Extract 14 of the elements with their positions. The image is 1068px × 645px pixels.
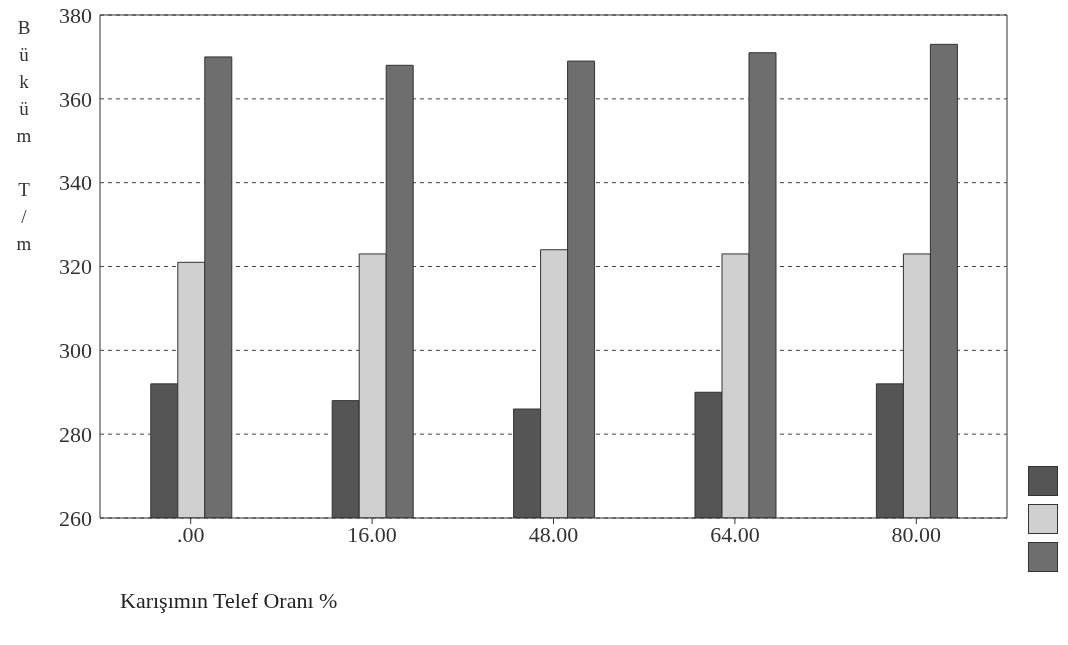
y-tick-label: 360 xyxy=(59,86,92,112)
y-tick-label: 280 xyxy=(59,421,92,447)
y-tick-label: 340 xyxy=(59,170,92,196)
x-tick-label: 80.00 xyxy=(891,521,942,547)
y-tick-label: 260 xyxy=(59,505,92,531)
x-tick-label: .00 xyxy=(176,521,205,547)
y-tick-label: 380 xyxy=(59,2,92,28)
x-tick-label: 48.00 xyxy=(528,521,579,547)
y-tick-label: 300 xyxy=(59,338,92,364)
text: Büküm T/m xyxy=(16,17,32,254)
x-tick-label: 16.00 xyxy=(347,521,397,547)
y-tick-label: 320 xyxy=(59,254,92,280)
x-tick-label: 64.00 xyxy=(710,521,760,547)
x-axis-title: Karışımın Telef Oranı % xyxy=(120,588,338,614)
